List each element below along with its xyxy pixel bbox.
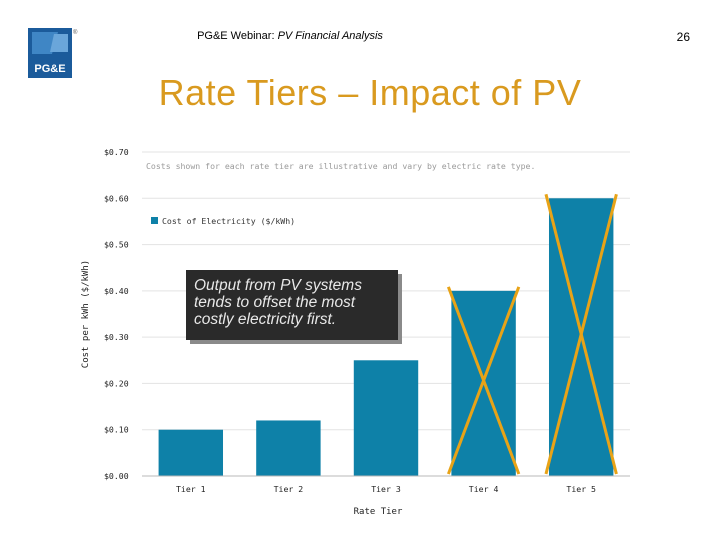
presentation-header: PG&E Webinar: PV Financial Analysis — [0, 30, 580, 42]
cross-stroke — [446, 286, 521, 475]
legend-label: Cost of Electricity ($/kWh) — [162, 216, 295, 226]
x-tick-label: Tier 3 — [371, 484, 401, 494]
y-tick-label: $0.30 — [104, 332, 129, 342]
header-prefix: PG&E Webinar: — [197, 30, 278, 42]
chart-gridlines — [142, 151, 630, 431]
x-tick-label: Tier 1 — [176, 484, 206, 494]
y-tick-label: $0.70 — [104, 147, 129, 157]
x-axis-title: Rate Tier — [354, 507, 403, 517]
callout-box: Output from PV systems tends to offset t… — [186, 270, 398, 340]
x-tick-labels: Tier 1 Tier 2 Tier 3 Tier 4 Tier 5 — [176, 484, 596, 494]
bar-tier-2 — [256, 420, 321, 476]
y-axis-title: Cost per kWh ($/kWh) — [81, 260, 91, 368]
y-tick-label: $0.00 — [104, 471, 129, 481]
registered-mark: ® — [73, 30, 78, 36]
pge-logo: PG&E — [28, 28, 72, 78]
cross-out-marks — [446, 193, 618, 475]
y-tick-label: $0.50 — [104, 240, 129, 250]
bar-tier-1 — [158, 429, 224, 476]
x-tick-label: Tier 4 — [469, 484, 499, 494]
x-tick-label: Tier 5 — [566, 484, 596, 494]
x-tick-label: Tier 2 — [274, 484, 304, 494]
page-number: 26 — [676, 30, 690, 44]
y-tick-label: $0.10 — [104, 425, 129, 435]
y-tick-label: $0.20 — [104, 378, 129, 388]
slide-title: Rate Tiers – Impact of PV — [158, 72, 582, 113]
y-tick-labels: $0.00 $0.10 $0.20 $0.30 $0.40 $0.50 $0.60 $0.70 — [104, 147, 129, 481]
y-tick-label: $0.40 — [104, 286, 129, 296]
chart-annotation: Costs shown for each rate tier are illus… — [146, 161, 535, 171]
header-subtitle: PV Financial Analysis — [277, 30, 383, 42]
cross-stroke — [544, 193, 618, 475]
y-tick-label: $0.60 — [104, 193, 129, 203]
legend-swatch — [151, 217, 158, 224]
logo-text: PG&E — [34, 63, 65, 75]
bar-tier-3 — [353, 360, 419, 476]
